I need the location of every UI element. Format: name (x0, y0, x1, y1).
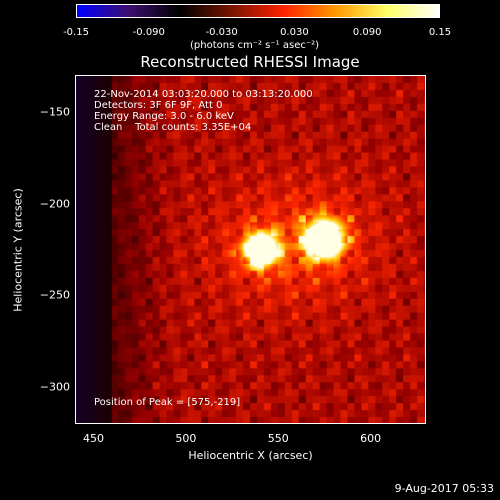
colorbar (76, 4, 440, 18)
colorbar-tick-label: -0.15 (63, 27, 89, 38)
energy-range-annotation: Energy Range: 3.0 - 6.0 keV (94, 111, 234, 122)
clean-counts-annotation: Clean Total counts: 3.35E+04 (94, 122, 252, 133)
x-tick-label: 500 (175, 432, 197, 445)
detectors-annotation: Detectors: 3F 6F 9F, Att 0 (94, 100, 223, 111)
image-title: Reconstructed RHESSI Image (140, 53, 360, 71)
y-axis-label: Heliocentric Y (arcsec) (11, 188, 25, 312)
solar-image-plot: 22-Nov-2014 03:03:20.000 to 03:13:20.000… (75, 75, 426, 424)
x-tick-label: 600 (360, 432, 382, 445)
colorbar-tick-label: 0.030 (280, 27, 309, 38)
peak-position-annotation: Position of Peak = [575,-219] (94, 397, 241, 408)
x-tick-label: 450 (82, 432, 104, 445)
xray-intensity-map (76, 76, 425, 423)
colorbar-tick-label: -0.090 (132, 27, 165, 38)
colorbar-tick-label: 0.15 (428, 27, 452, 38)
colorbar-tick-label: -0.030 (205, 27, 238, 38)
time-range-annotation: 22-Nov-2014 03:03:20.000 to 03:13:20.000 (94, 89, 313, 100)
y-tick-label: −250 (39, 288, 70, 302)
colorbar-tick-label: 0.090 (352, 27, 382, 38)
colorbar-units: (photons cm⁻² s⁻¹ asec⁻²) (190, 40, 320, 51)
x-tick-label: 550 (267, 432, 289, 445)
timestamp: 9-Aug-2017 05:33 (394, 482, 494, 495)
y-tick-label: −150 (39, 105, 70, 119)
y-tick-label: −300 (39, 380, 70, 394)
y-tick-label: −200 (39, 197, 70, 211)
x-axis-label: Heliocentric X (arcsec) (188, 449, 313, 462)
